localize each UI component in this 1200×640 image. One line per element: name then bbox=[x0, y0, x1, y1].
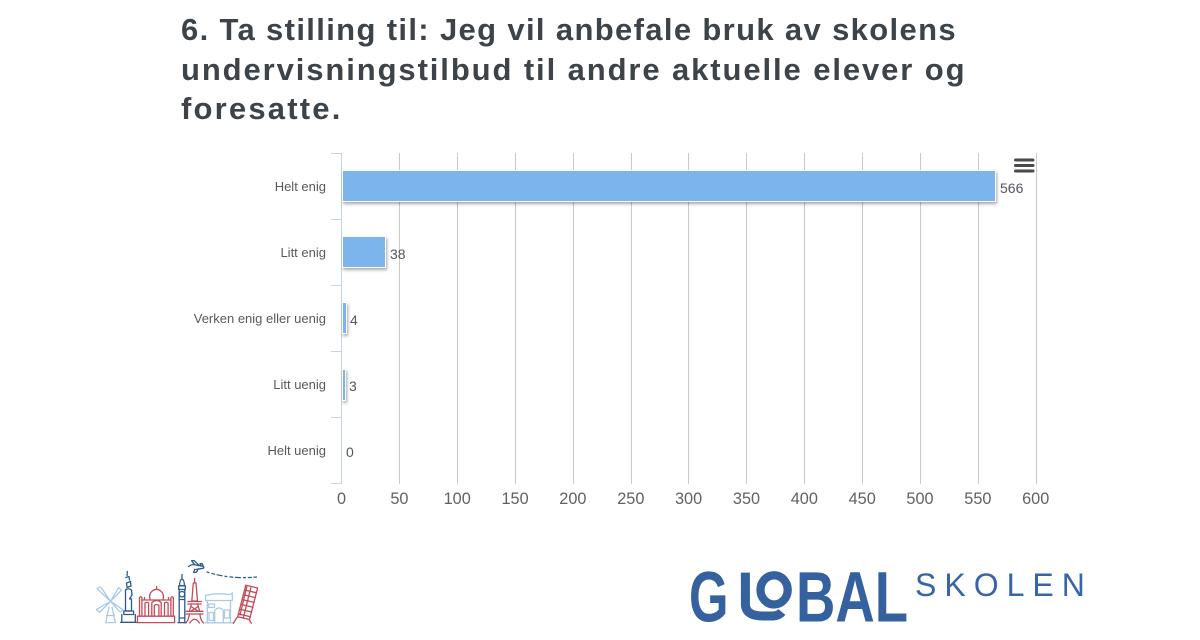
svg-text:BAL: BAL bbox=[796, 558, 908, 635]
svg-text:G: G bbox=[689, 558, 729, 635]
